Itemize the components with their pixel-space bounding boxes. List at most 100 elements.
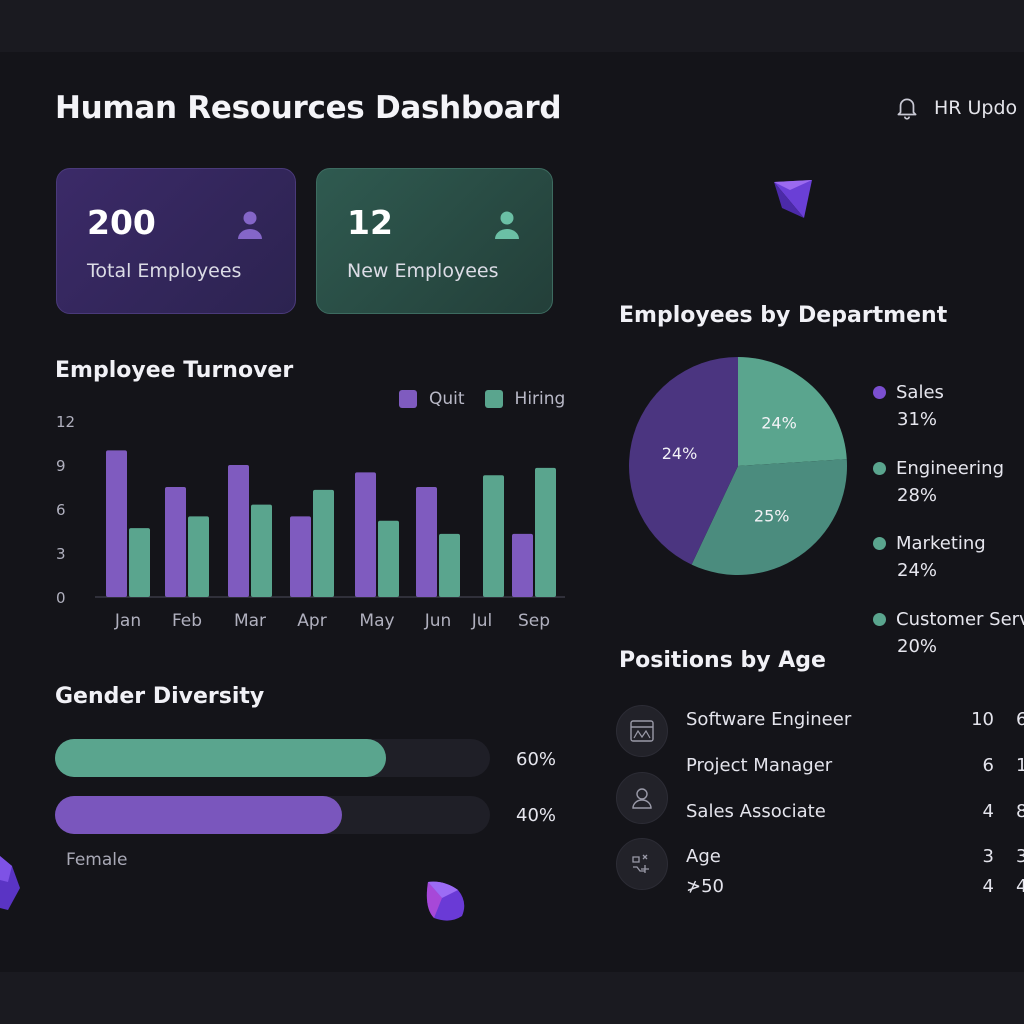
total-employees-value: 200	[87, 203, 156, 242]
person-icon	[495, 211, 519, 239]
position-icon-button[interactable]	[616, 705, 668, 757]
new-employees-card[interactable]: 12 New Employees	[316, 168, 553, 314]
person-icon	[238, 211, 262, 239]
hiring-swatch	[484, 390, 503, 408]
dept-dot	[873, 462, 886, 475]
dept-name: Sales	[896, 382, 944, 403]
position-value: 4	[1016, 876, 1024, 897]
x-tick-label: Mar	[234, 611, 266, 631]
pie-slice-label: 24%	[761, 413, 797, 432]
quit-swatch	[399, 390, 417, 408]
x-tick-label: Sep	[518, 611, 550, 631]
bar-quit[interactable]	[106, 450, 127, 597]
bar-hiring[interactable]	[483, 475, 504, 597]
position-icon-button[interactable]	[616, 772, 668, 824]
pie-slice-label: 24%	[662, 444, 698, 463]
legend-quit-label: Quit	[429, 389, 465, 409]
y-tick-label: 3	[56, 545, 66, 563]
new-employees-label: New Employees	[347, 260, 499, 282]
page-title: Human Resources Dashboard	[55, 90, 562, 126]
position-value: 8	[1016, 801, 1024, 822]
positions-title: Positions by Age	[619, 648, 826, 673]
bar-quit[interactable]	[355, 472, 376, 597]
x-tick-label: Jul	[471, 611, 493, 631]
bar-quit[interactable]	[165, 487, 186, 597]
bar-hiring[interactable]	[378, 520, 399, 597]
gender-bar-fill	[55, 739, 386, 777]
position-icon-button[interactable]	[616, 838, 668, 890]
dept-dot	[873, 613, 886, 626]
position-value: 3	[982, 846, 994, 867]
user-icon	[632, 788, 652, 809]
y-tick-label: 12	[56, 413, 75, 431]
x-tick-label: Jan	[114, 611, 141, 631]
position-name: Age	[686, 846, 721, 867]
legend-hiring[interactable]: Hiring	[484, 389, 566, 409]
dept-legend-item[interactable]: Customer Serv 20%	[873, 609, 1024, 657]
pie-slice[interactable]	[738, 357, 847, 466]
new-employees-value: 12	[347, 203, 393, 242]
gender-bar-track	[55, 796, 490, 834]
department-title: Employees by Department	[619, 303, 948, 328]
turnover-legend: Quit Hiring	[399, 389, 565, 409]
position-name: Software Engineer	[686, 709, 852, 730]
legend-quit[interactable]: Quit	[399, 389, 465, 409]
y-tick-label: 6	[56, 501, 66, 519]
bar-quit[interactable]	[228, 465, 249, 597]
notifications[interactable]: HR Updo	[894, 94, 1017, 122]
position-value: 4	[982, 801, 994, 822]
gender-bar-track	[55, 739, 490, 777]
pie-slice[interactable]	[629, 357, 738, 565]
dept-pct: 24%	[897, 560, 938, 581]
dept-pct: 28%	[897, 485, 938, 506]
position-value: 4	[982, 876, 994, 897]
dept-name: Engineering	[896, 458, 1004, 479]
decorative-gem-icon	[774, 180, 812, 218]
dept-pct: 20%	[897, 636, 938, 657]
turnover-title: Employee Turnover	[55, 358, 294, 383]
dept-dot	[873, 537, 886, 550]
chart-flow-icon	[632, 854, 649, 873]
position-value: 10	[971, 709, 994, 730]
gender-bar-pct: 60%	[516, 749, 557, 770]
dept-dot	[873, 386, 886, 399]
bar-hiring[interactable]	[313, 489, 334, 597]
notification-label[interactable]: HR Updo	[934, 97, 1018, 119]
decorative-gem-icon	[0, 856, 20, 910]
gender-bar-pct: 40%	[516, 805, 557, 826]
dept-name: Customer Serv	[896, 609, 1024, 630]
position-value: 3	[1016, 846, 1024, 867]
bar-hiring[interactable]	[439, 533, 460, 597]
position-value: 6	[982, 755, 994, 776]
dept-legend-item[interactable]: Engineering 28%	[873, 458, 1004, 506]
bar-hiring[interactable]	[188, 516, 209, 597]
bell-icon[interactable]	[894, 94, 920, 122]
dept-legend-item[interactable]: Sales 31%	[873, 382, 944, 430]
pie-slice[interactable]	[691, 459, 847, 575]
legend-hiring-label: Hiring	[514, 389, 566, 409]
bar-hiring[interactable]	[129, 528, 150, 597]
total-employees-card[interactable]: 200 Total Employees	[56, 168, 296, 314]
dept-name: Marketing	[896, 533, 986, 554]
position-name: Project Manager	[686, 755, 833, 776]
gender-bar-fill	[55, 796, 343, 834]
bar-quit[interactable]	[290, 516, 311, 597]
position-value: 1	[1016, 755, 1024, 776]
decorative-gem-icon	[426, 881, 465, 921]
bar-hiring[interactable]	[251, 504, 272, 597]
dept-pct: 31%	[897, 409, 938, 430]
dept-legend-item[interactable]: Marketing 24%	[873, 533, 986, 581]
bar-quit[interactable]	[512, 533, 533, 597]
x-tick-label: May	[359, 611, 394, 631]
position-name: ≯50	[686, 876, 724, 897]
position-value: 6	[1016, 709, 1024, 730]
calendar-icon	[630, 720, 654, 742]
gender-caption: Female	[66, 850, 128, 870]
pie-slice-label: 25%	[754, 507, 790, 526]
x-tick-label: Feb	[172, 611, 202, 631]
x-tick-label: Apr	[297, 611, 326, 631]
bar-hiring[interactable]	[535, 467, 556, 597]
position-name: Sales Associate	[686, 801, 826, 822]
y-tick-label: 0	[56, 589, 66, 607]
bar-quit[interactable]	[416, 487, 437, 597]
